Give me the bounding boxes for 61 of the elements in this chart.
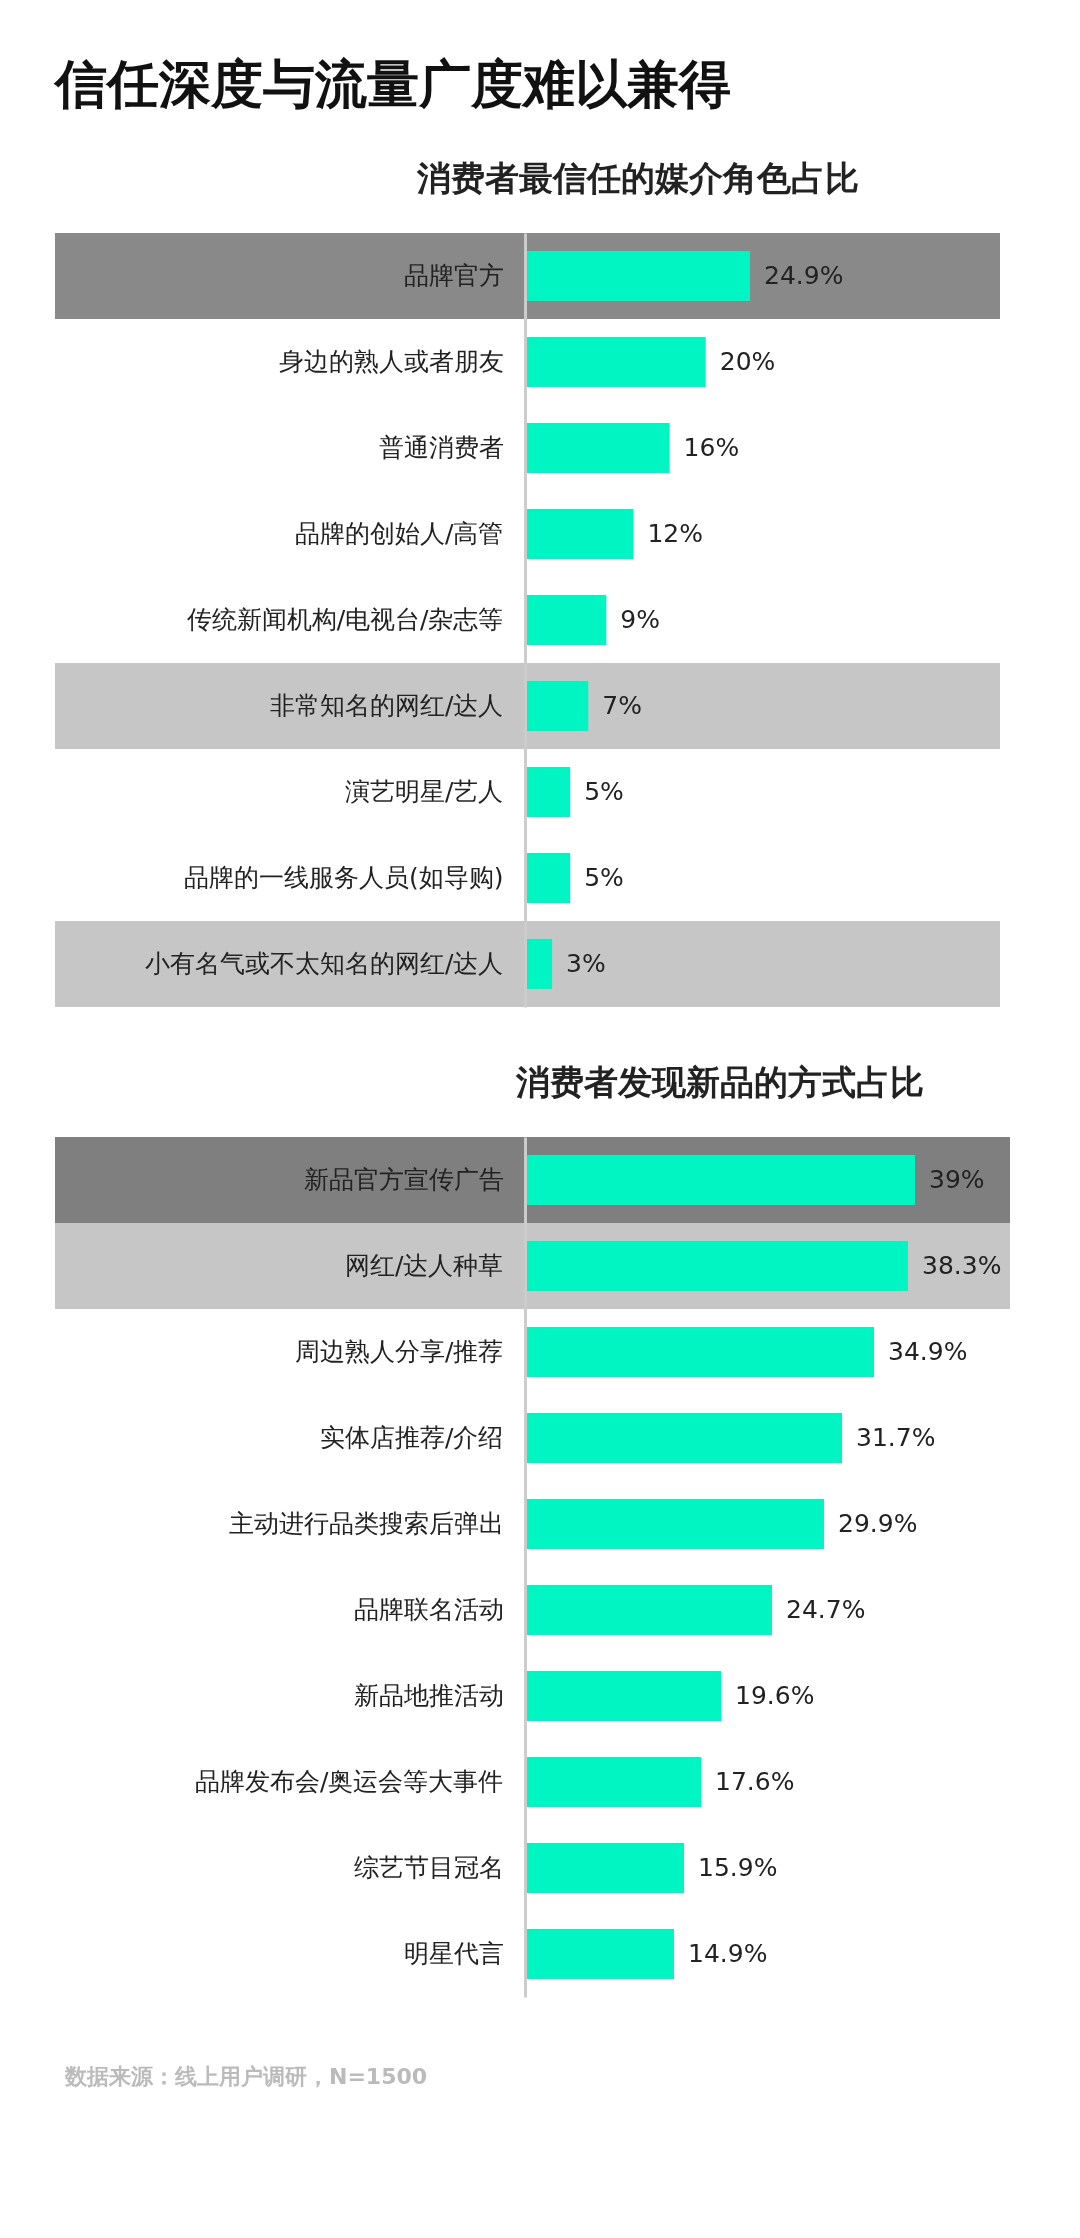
data-label: 24.7% [786,1595,866,1624]
bar [525,939,553,989]
bar [525,681,589,731]
y-tick-label: 身边的熟人或者朋友 [278,347,504,376]
y-tick-label: 周边熟人分享/推荐 [295,1337,504,1366]
bar [525,1843,684,1893]
bar [525,853,571,903]
data-label: 20% [719,347,776,376]
bar [525,509,634,559]
data-label: 5% [584,777,624,806]
y-tick-label: 小有名气或不太知名的网红/达人 [145,949,504,978]
bar [525,1155,915,1205]
data-label: 29.9% [838,1509,918,1538]
chart-title: 信任深度与流量广度难以兼得 [53,54,731,114]
data-label: 12% [647,519,704,548]
y-tick-label: 综艺节目冠名 [353,1853,504,1882]
y-tick-label: 主动进行品类搜索后弹出 [228,1509,504,1538]
y-tick-label: 品牌发布会/奥运会等大事件 [195,1767,504,1796]
chart-subtitle: 消费者发现新品的方式占比 [515,1062,924,1102]
bar [525,423,670,473]
y-tick-label: 非常知名的网红/达人 [270,691,504,720]
y-tick-label: 传统新闻机构/电视台/杂志等 [186,605,504,634]
bar [525,1499,824,1549]
data-label: 31.7% [856,1423,936,1452]
bar [525,595,607,645]
y-tick-label: 新品地推活动 [353,1681,504,1710]
y-tick-label: 品牌联名活动 [353,1595,504,1624]
y-tick-label: 品牌的创始人/高管 [295,519,504,548]
data-label: 38.3% [922,1251,1002,1280]
y-tick-label: 演艺明星/艺人 [345,777,504,806]
bar [525,1757,701,1807]
bar [525,1241,908,1291]
data-label: 19.6% [735,1681,815,1710]
y-tick-label: 网红/达人种草 [345,1251,504,1280]
data-label: 14.9% [688,1939,768,1968]
data-label: 34.9% [888,1337,968,1366]
chart-subtitle: 消费者最信任的媒介角色占比 [415,158,859,198]
bar [525,1327,874,1377]
data-label: 5% [584,863,624,892]
data-label: 3% [566,949,606,978]
bar [525,1929,674,1979]
data-label: 17.6% [715,1767,795,1796]
data-label: 16% [683,433,740,462]
bar [525,251,750,301]
y-tick-label: 新品官方宣传广告 [303,1165,504,1194]
data-label: 15.9% [698,1853,778,1882]
y-tick-label: 品牌的一线服务人员(如导购) [183,863,504,892]
source-note: 数据来源：线上用户调研，N=1500 [64,2064,428,2089]
y-tick-label: 实体店推荐/介绍 [320,1423,504,1452]
data-label: 24.9% [764,261,844,290]
data-label: 7% [602,691,642,720]
y-tick-label: 普通消费者 [378,433,504,462]
bar [525,767,571,817]
bar [525,337,706,387]
data-label: 9% [620,605,660,634]
bar [525,1413,842,1463]
y-tick-label: 明星代言 [403,1939,504,1968]
data-label: 39% [929,1165,985,1194]
bar [525,1671,721,1721]
y-tick-label: 品牌官方 [403,261,504,290]
bar [525,1585,772,1635]
